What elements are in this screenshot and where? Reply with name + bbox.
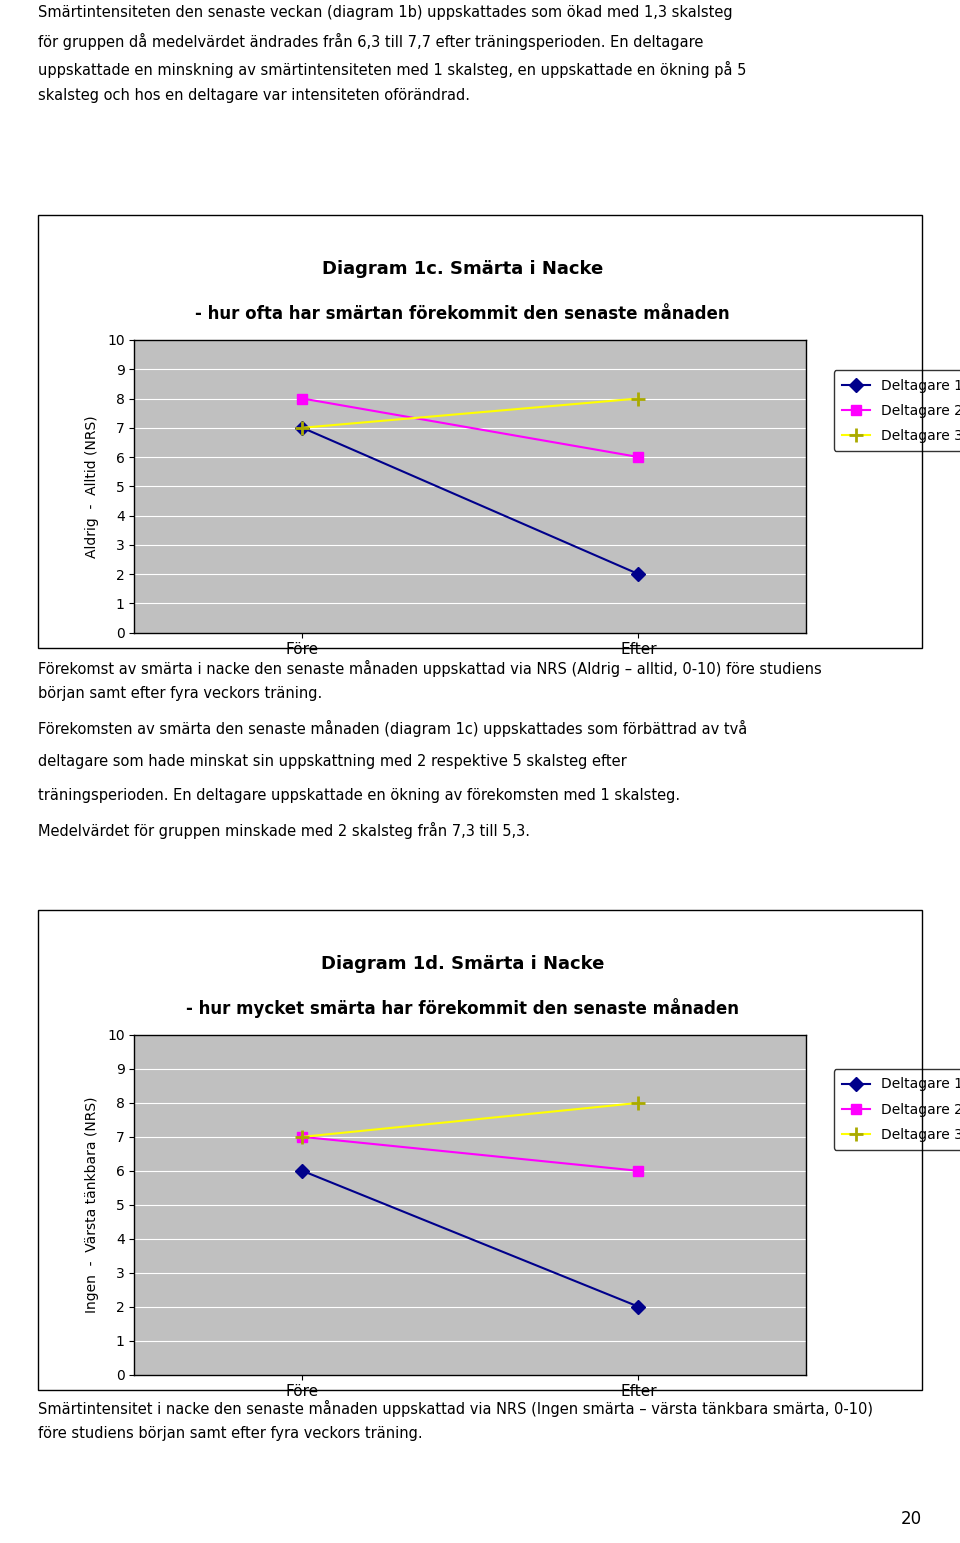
Text: 20: 20: [900, 1509, 922, 1528]
Text: Diagram 1d. Smärta i Nacke: Diagram 1d. Smärta i Nacke: [321, 955, 604, 974]
Y-axis label: Ingen  -  Värsta tänkbara (NRS): Ingen - Värsta tänkbara (NRS): [84, 1097, 99, 1313]
Text: Förekomst av smärta i nacke den senaste månaden uppskattad via NRS (Aldrig – all: Förekomst av smärta i nacke den senaste …: [38, 660, 822, 677]
Text: Smärtintensiteten den senaste veckan (diagram 1b) uppskattades som ökad med 1,3 : Smärtintensiteten den senaste veckan (di…: [38, 5, 733, 20]
Text: för gruppen då medelvärdet ändrades från 6,3 till 7,7 efter träningsperioden. En: för gruppen då medelvärdet ändrades från…: [38, 32, 704, 49]
Text: före studiens början samt efter fyra veckors träning.: före studiens början samt efter fyra vec…: [38, 1426, 423, 1441]
Text: uppskattade en minskning av smärtintensiteten med 1 skalsteg, en uppskattade en : uppskattade en minskning av smärtintensi…: [38, 60, 747, 77]
Text: början samt efter fyra veckors träning.: början samt efter fyra veckors träning.: [38, 687, 323, 701]
Text: Diagram 1c. Smärta i Nacke: Diagram 1c. Smärta i Nacke: [322, 261, 603, 278]
Text: deltagare som hade minskat sin uppskattning med 2 respektive 5 skalsteg efter: deltagare som hade minskat sin uppskattn…: [38, 755, 627, 768]
Text: - hur mycket smärta har förekommit den senaste månaden: - hur mycket smärta har förekommit den s…: [186, 998, 739, 1018]
Legend: Deltagare 1, Deltagare 2, Deltagare 3: Deltagare 1, Deltagare 2, Deltagare 3: [833, 1069, 960, 1150]
Y-axis label: Aldrig  -  Alltid (NRS): Aldrig - Alltid (NRS): [84, 415, 99, 557]
Text: träningsperioden. En deltagare uppskattade en ökning av förekomsten med 1 skalst: träningsperioden. En deltagare uppskatta…: [38, 788, 681, 802]
Text: skalsteg och hos en deltagare var intensiteten oförändrad.: skalsteg och hos en deltagare var intens…: [38, 88, 470, 103]
Text: Medelvärdet för gruppen minskade med 2 skalsteg från 7,3 till 5,3.: Medelvärdet för gruppen minskade med 2 s…: [38, 822, 530, 839]
Text: Smärtintensitet i nacke den senaste månaden uppskattad via NRS (Ingen smärta – v: Smärtintensitet i nacke den senaste måna…: [38, 1400, 874, 1416]
Text: Förekomsten av smärta den senaste månaden (diagram 1c) uppskattades som förbättr: Förekomsten av smärta den senaste månade…: [38, 721, 748, 738]
Legend: Deltagare 1, Deltagare 2, Deltagare 3: Deltagare 1, Deltagare 2, Deltagare 3: [833, 370, 960, 451]
Text: - hur ofta har smärtan förekommit den senaste månaden: - hur ofta har smärtan förekommit den se…: [195, 306, 730, 322]
